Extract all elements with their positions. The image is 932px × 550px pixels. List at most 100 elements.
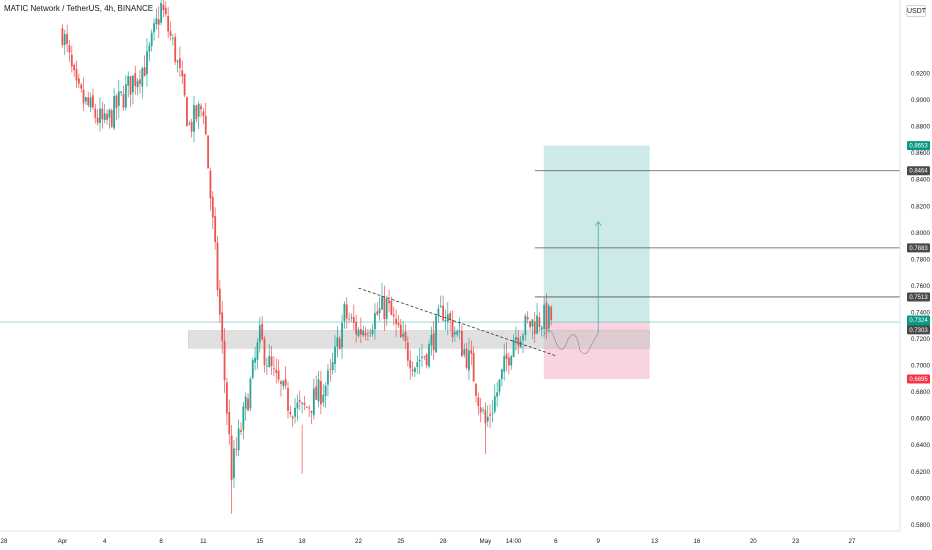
- candle: [456, 328, 459, 338]
- candle: [493, 384, 496, 415]
- candle: [543, 298, 546, 338]
- target-zone[interactable]: [543, 145, 650, 323]
- price-marker[interactable]: 0.7883: [907, 243, 930, 253]
- candle: [237, 419, 240, 456]
- candle-body: [174, 36, 177, 62]
- candle: [296, 394, 299, 422]
- price-marker[interactable]: 0.8653: [907, 141, 930, 151]
- candle: [437, 304, 440, 324]
- candle: [397, 315, 400, 328]
- candle-body: [508, 357, 510, 366]
- candle: [352, 304, 355, 331]
- price-marker[interactable]: 0.8464: [907, 166, 930, 176]
- candle-body: [364, 333, 367, 336]
- candle-body: [139, 79, 141, 85]
- candle-body: [324, 385, 327, 397]
- candle: [388, 289, 390, 313]
- candle: [540, 325, 543, 337]
- candle: [275, 358, 278, 384]
- candle-body: [317, 379, 320, 402]
- candle-body: [312, 388, 315, 416]
- exchange-label: BINANCE: [117, 4, 154, 13]
- candle-body: [465, 348, 468, 368]
- candle: [508, 352, 510, 375]
- candle: [496, 381, 499, 407]
- candle-body: [315, 386, 318, 400]
- candle-body: [512, 339, 515, 358]
- support-zone[interactable]: [188, 330, 650, 349]
- candle-body: [547, 305, 550, 329]
- candle-body: [437, 308, 440, 317]
- currency-button[interactable]: USDT: [906, 5, 926, 17]
- candle: [183, 73, 186, 98]
- candle: [171, 34, 174, 46]
- candle-body: [110, 110, 113, 127]
- candle: [200, 103, 202, 118]
- price-marker[interactable]: 0.7303: [907, 325, 930, 335]
- candle: [155, 8, 158, 30]
- candle: [529, 320, 531, 331]
- time-tick-label: 11: [200, 538, 207, 545]
- candle-body: [331, 362, 334, 371]
- candle: [378, 296, 381, 321]
- candle-body: [479, 407, 482, 413]
- time-tick-label: 28: [1, 538, 8, 545]
- candle-body: [414, 367, 416, 373]
- candle-body: [176, 60, 179, 63]
- candle: [515, 326, 517, 351]
- candle-body: [540, 327, 543, 330]
- candle-body: [296, 402, 299, 409]
- candle: [336, 326, 339, 358]
- candle-body: [148, 45, 151, 52]
- candle: [204, 102, 207, 136]
- candle: [211, 191, 214, 229]
- price-axis[interactable]: 0.9200 0.9000 0.8800 0.8600 0.8400 0.8200 0.80…: [899, 0, 930, 531]
- price-marker-label: 0.7883: [909, 246, 928, 252]
- candle-body: [193, 105, 195, 132]
- candle: [99, 97, 101, 132]
- candle: [270, 345, 273, 375]
- price-marker-bg: [907, 325, 930, 335]
- price-marker[interactable]: 0.6895: [907, 374, 930, 384]
- time-tick-label: 22: [355, 538, 362, 545]
- time-tick-label: 8: [159, 538, 163, 545]
- candle-body: [73, 64, 76, 71]
- candle: [136, 77, 139, 95]
- candle-body: [218, 288, 221, 315]
- candle-body: [327, 370, 329, 385]
- candle-body: [103, 113, 106, 120]
- price-tick-label: 0.6000: [911, 495, 930, 502]
- candle: [517, 329, 520, 354]
- candle-body: [195, 105, 198, 120]
- candle-body: [378, 308, 381, 314]
- time-axis[interactable]: 28 Apr 4 8 11 15 18 22 25 28 May 14:00 6 9 13 16 20 23 27: [0, 530, 900, 545]
- candle: [216, 235, 219, 297]
- candle-body: [263, 338, 266, 366]
- candle: [70, 45, 73, 73]
- price-marker[interactable]: 0.7513: [907, 292, 930, 302]
- candle-body: [536, 315, 538, 334]
- time-tick-label: 16: [693, 538, 700, 545]
- candle: [479, 397, 482, 423]
- candle-body: [183, 74, 186, 96]
- candle: [263, 335, 266, 373]
- candle: [115, 93, 118, 121]
- candle-body: [214, 215, 217, 243]
- candle: [162, 0, 165, 18]
- candle-body: [141, 68, 144, 87]
- candle-body: [99, 108, 101, 123]
- candle: [310, 410, 313, 424]
- candle-body: [397, 322, 400, 326]
- candle-body: [336, 337, 339, 347]
- candle: [503, 343, 506, 381]
- candle-body: [106, 114, 108, 120]
- chart-grid: [0, 170, 900, 323]
- candle: [446, 301, 449, 336]
- candle: [249, 376, 252, 412]
- candle: [160, 0, 162, 26]
- candle-body: [211, 196, 214, 218]
- candle: [482, 407, 484, 415]
- candle-body: [265, 365, 268, 367]
- candle-body: [458, 330, 461, 333]
